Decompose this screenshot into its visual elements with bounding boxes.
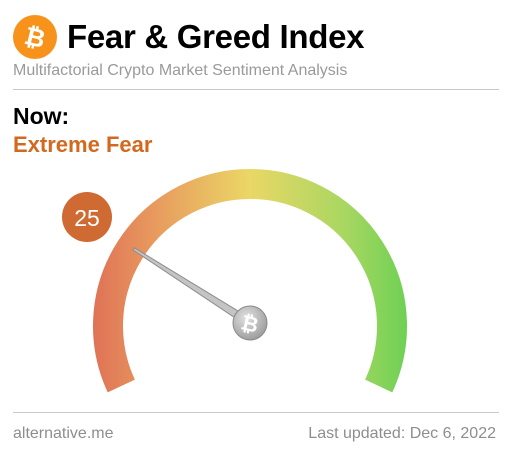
now-label: Now: (13, 103, 70, 129)
page-title: Fear & Greed Index (67, 18, 365, 55)
bitcoin-icon: ₿ (13, 15, 57, 59)
sentiment-classification: Extreme Fear (13, 132, 153, 157)
source-link[interactable]: alternative.me (13, 425, 114, 442)
value-badge: 25 (62, 192, 112, 242)
page-subtitle: Multifactorial Crypto Market Sentiment A… (13, 62, 348, 79)
gauge-arc (93, 169, 407, 393)
last-updated: Last updated: Dec 6, 2022 (308, 425, 496, 442)
divider-top (13, 89, 499, 90)
value-badge-number: 25 (74, 205, 100, 231)
gauge-hub: ₿ (232, 305, 268, 341)
bitcoin-icon: ₿ (239, 310, 261, 337)
divider-bottom (13, 412, 499, 413)
header: ₿ Fear & Greed Index (13, 14, 365, 60)
gauge-needle (132, 247, 253, 328)
